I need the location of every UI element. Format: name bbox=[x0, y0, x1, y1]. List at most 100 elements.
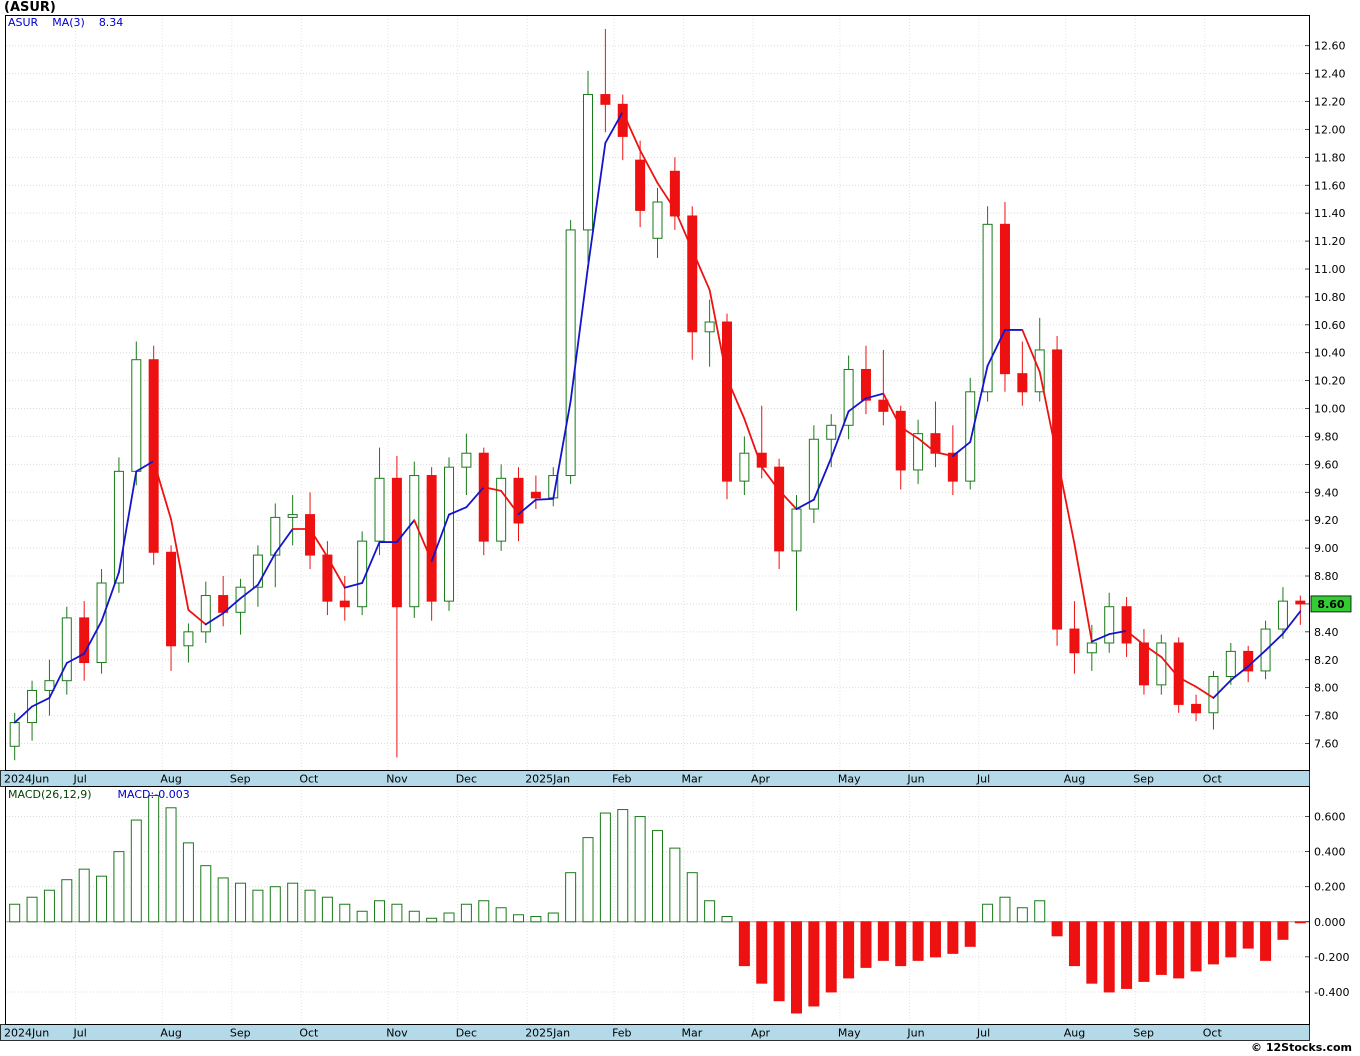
macd-bar-negative bbox=[1155, 921, 1167, 975]
candle bbox=[409, 475, 420, 608]
ma-line-segment bbox=[604, 110, 624, 144]
y-axis-label: 7.60 bbox=[1314, 737, 1339, 750]
macd-bar-negative bbox=[1260, 921, 1272, 961]
candle bbox=[1295, 600, 1306, 605]
macd-bar-positive bbox=[26, 896, 38, 923]
ma-line-segment bbox=[118, 470, 138, 574]
ma-line-segment bbox=[795, 498, 815, 510]
y-axis-label: 9.80 bbox=[1314, 430, 1339, 443]
macd-bar-positive bbox=[617, 809, 629, 923]
ma-line-segment bbox=[204, 612, 225, 626]
macd-bar-negative bbox=[1190, 921, 1202, 972]
candle bbox=[652, 201, 663, 239]
candle bbox=[374, 477, 385, 542]
candle bbox=[1173, 642, 1184, 705]
candle bbox=[721, 321, 732, 482]
macd-bar-negative bbox=[860, 921, 872, 968]
macd-value-label: MACD:-0.003 bbox=[117, 788, 190, 801]
macd-axis-label: -0.400 bbox=[1314, 986, 1349, 999]
macd-bar-positive bbox=[200, 865, 212, 923]
y-axis-label: 9.00 bbox=[1314, 542, 1339, 555]
ma-line-segment bbox=[656, 182, 676, 211]
macd-bar-positive bbox=[9, 903, 21, 923]
candle bbox=[565, 229, 576, 477]
month-label: Jul bbox=[72, 773, 86, 786]
candle bbox=[687, 215, 698, 333]
month-label: Jun bbox=[906, 1027, 924, 1040]
copyright-link[interactable]: © 12Stocks.com bbox=[1251, 1041, 1352, 1054]
month-label: Nov bbox=[386, 1027, 408, 1040]
macd-bar-negative bbox=[964, 921, 976, 947]
macd-bar-negative bbox=[756, 921, 768, 984]
macd-bar-positive bbox=[530, 916, 542, 923]
ma-line-segment bbox=[639, 149, 659, 184]
month-label: Feb bbox=[612, 1027, 631, 1040]
candle bbox=[235, 586, 246, 613]
candle bbox=[999, 223, 1010, 375]
macd-bar-negative bbox=[1173, 921, 1185, 979]
ma-line-segment bbox=[726, 377, 746, 420]
macd-bar-negative bbox=[1121, 921, 1133, 989]
ma-line-segment bbox=[413, 519, 433, 563]
month-label: Sep bbox=[1133, 773, 1154, 786]
candle bbox=[496, 477, 507, 542]
ma-line-segment bbox=[1160, 656, 1180, 679]
ma-line-segment bbox=[170, 518, 190, 611]
candle bbox=[530, 491, 541, 499]
y-axis-label: 11.80 bbox=[1314, 151, 1346, 164]
ma-line-segment bbox=[552, 400, 572, 500]
macd-bar-positive bbox=[96, 875, 108, 923]
macd-bar-negative bbox=[1103, 921, 1115, 993]
price-panel-frame bbox=[5, 15, 1310, 771]
ma-line-segment bbox=[830, 410, 850, 459]
macd-axis-label: 0.000 bbox=[1314, 916, 1346, 929]
macd-bar-positive bbox=[113, 851, 125, 923]
month-label: Nov bbox=[386, 773, 408, 786]
macd-bar-negative bbox=[738, 921, 750, 967]
macd-bar-positive bbox=[704, 900, 716, 923]
macd-bar-negative bbox=[1277, 921, 1289, 940]
y-axis-label: 8.00 bbox=[1314, 682, 1339, 695]
month-label: Sep bbox=[230, 1027, 251, 1040]
y-axis-label: 11.00 bbox=[1314, 263, 1346, 276]
ma-line-segment bbox=[326, 556, 346, 589]
y-axis-label: 10.60 bbox=[1314, 319, 1346, 332]
page-title: (ASUR) bbox=[4, 0, 56, 15]
candle bbox=[252, 554, 263, 588]
ma-line-segment bbox=[152, 460, 172, 521]
y-axis-label: 10.80 bbox=[1314, 291, 1346, 304]
ma-line-segment bbox=[274, 528, 294, 555]
ma-line-segment bbox=[65, 652, 86, 664]
macd-bar-positive bbox=[443, 912, 455, 923]
macd-bar-positive bbox=[999, 896, 1011, 923]
month-label: May bbox=[838, 773, 861, 786]
macd-bar-positive bbox=[565, 872, 577, 923]
macd-bar-negative bbox=[1207, 921, 1219, 965]
ma-line-segment bbox=[1229, 665, 1250, 682]
price-badge bbox=[1310, 595, 1352, 613]
month-label: Dec bbox=[456, 1027, 477, 1040]
ma-line-segment bbox=[569, 265, 589, 403]
macd-bar-negative bbox=[912, 921, 924, 961]
candle bbox=[1191, 703, 1202, 714]
candle bbox=[478, 452, 489, 542]
macd-bar-negative bbox=[1068, 921, 1080, 967]
candle bbox=[930, 433, 941, 454]
y-axis-label: 11.60 bbox=[1314, 179, 1346, 192]
macd-bar-negative bbox=[1138, 921, 1150, 982]
macd-bar-positive bbox=[287, 882, 299, 923]
y-axis-label: 8.40 bbox=[1314, 626, 1339, 639]
macd-bar-positive bbox=[460, 903, 472, 923]
month-label: Sep bbox=[1133, 1027, 1154, 1040]
candle bbox=[1225, 650, 1236, 677]
month-label: Jun bbox=[906, 773, 924, 786]
ma-line-segment bbox=[1177, 676, 1197, 688]
macd-panel-frame bbox=[5, 786, 1310, 1025]
candle bbox=[166, 551, 177, 647]
month-label: Oct bbox=[299, 1027, 319, 1040]
macd-bar-positive bbox=[356, 910, 368, 923]
macd-bar-negative bbox=[1225, 921, 1237, 958]
macd-bar-positive bbox=[1034, 900, 1046, 923]
ma-line-segment bbox=[448, 506, 468, 516]
ma-line-segment bbox=[361, 541, 381, 584]
